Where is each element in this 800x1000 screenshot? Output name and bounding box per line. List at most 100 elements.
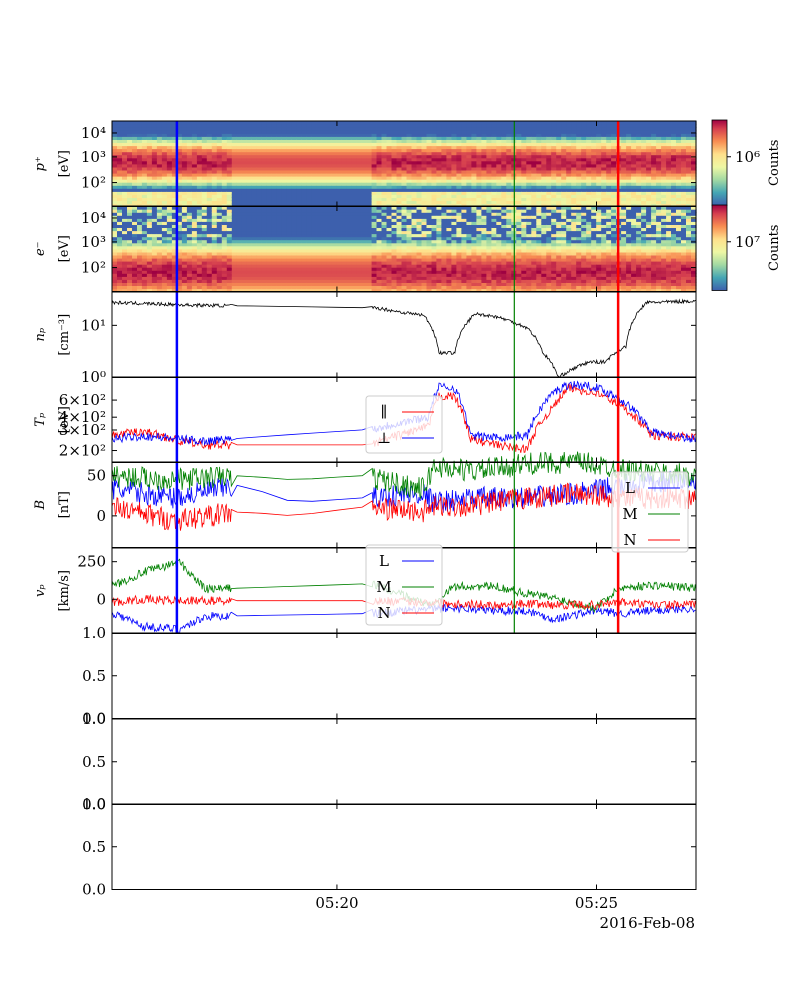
proton_spectrogram-cell	[371, 194, 378, 198]
proton_spectrogram-cell	[506, 139, 512, 143]
electron_spectrogram-cell	[151, 279, 158, 283]
proton_spectrogram-cell	[181, 176, 188, 180]
proton_spectrogram-cell	[656, 163, 662, 168]
proton_spectrogram-cell	[151, 172, 158, 177]
electron_spectrogram-cell	[196, 230, 203, 235]
proton_spectrogram-cell	[436, 121, 442, 125]
proton_spectrogram-cell	[241, 185, 248, 189]
proton_spectrogram-cell	[391, 157, 398, 162]
electron_spectrogram-cell	[156, 261, 163, 265]
proton_spectrogram-cell	[521, 139, 527, 143]
proton_spectrogram-cell	[141, 139, 148, 143]
proton_spectrogram-cell	[586, 166, 592, 171]
proton_spectrogram-cell	[376, 160, 383, 165]
proton_spectrogram-cell	[481, 194, 487, 198]
proton_spectrogram-cell	[486, 194, 492, 198]
proton_spectrogram-cell	[251, 151, 258, 156]
proton_spectrogram-cell	[641, 182, 647, 186]
proton_spectrogram-cell	[161, 172, 168, 177]
proton_spectrogram-cell	[311, 176, 318, 180]
proton_spectrogram-cell	[266, 194, 273, 198]
proton_spectrogram-cell	[421, 136, 428, 140]
proton_spectrogram-cell	[426, 136, 433, 140]
proton_spectrogram-cell	[311, 188, 318, 192]
proton_spectrogram-cell	[496, 133, 502, 137]
electron_spectrogram-cell	[271, 261, 278, 265]
proton_spectrogram-cell	[381, 157, 388, 162]
proton_spectrogram-cell	[286, 142, 293, 147]
proton_spectrogram-cell	[431, 163, 438, 168]
proton_spectrogram-cell	[137, 203, 143, 208]
electron_spectrogram-cell	[336, 230, 343, 235]
proton_spectrogram-cell	[112, 148, 118, 153]
proton_spectrogram-cell	[311, 160, 318, 165]
electron_spectrogram-cell	[321, 224, 328, 228]
electron_spectrogram-cell	[221, 254, 228, 259]
electron_spectrogram-cell	[231, 285, 238, 290]
electron_spectrogram-cell	[316, 206, 323, 210]
proton_spectrogram-cell	[541, 127, 547, 131]
proton_spectrogram-cell	[471, 148, 477, 153]
proton_spectrogram-cell	[521, 194, 527, 198]
electron_spectrogram-cell	[171, 267, 178, 271]
electron_spectrogram-cell	[181, 288, 188, 293]
electron_spectrogram-cell	[306, 221, 313, 225]
proton_spectrogram-cell	[141, 172, 148, 177]
proton_spectrogram-cell	[586, 130, 592, 134]
proton_spectrogram-cell	[676, 188, 682, 192]
electron_spectrogram-cell	[381, 279, 388, 283]
electron_spectrogram-cell	[231, 282, 238, 286]
proton_spectrogram-cell	[686, 160, 692, 165]
electron_spectrogram-cell	[406, 261, 413, 265]
electron_spectrogram-cell	[266, 215, 273, 219]
proton_spectrogram-cell	[306, 124, 313, 128]
electron_spectrogram-cell	[356, 282, 363, 286]
proton_spectrogram-cell	[626, 151, 632, 156]
proton_spectrogram-cell	[221, 163, 228, 168]
proton_spectrogram-cell	[626, 154, 632, 159]
proton_spectrogram-cell	[281, 121, 288, 125]
proton_spectrogram-cell	[132, 191, 138, 195]
proton_spectrogram-cell	[611, 166, 617, 171]
proton_spectrogram-cell	[251, 136, 258, 140]
proton_spectrogram-cell	[196, 127, 203, 131]
proton_spectrogram-cell	[261, 160, 268, 165]
proton_spectrogram-cell	[601, 127, 607, 131]
electron_spectrogram-cell	[326, 248, 333, 253]
proton_spectrogram-cell	[531, 203, 537, 208]
proton_spectrogram-cell	[441, 151, 447, 156]
proton_spectrogram-cell	[336, 130, 343, 134]
proton_spectrogram-cell	[421, 154, 428, 159]
proton_spectrogram-cell	[231, 169, 238, 174]
electron_spectrogram-cell	[256, 233, 263, 238]
proton_spectrogram-cell	[671, 136, 677, 140]
proton_spectrogram-cell	[341, 200, 348, 205]
proton_spectrogram-cell	[117, 188, 123, 192]
proton_spectrogram-cell	[236, 163, 243, 168]
electron_spectrogram-cell	[366, 221, 373, 225]
proton_spectrogram-cell	[341, 151, 348, 156]
proton_spectrogram-cell	[461, 182, 467, 186]
proton_spectrogram-cell	[141, 121, 148, 125]
proton_spectrogram-cell	[586, 163, 592, 168]
electron_spectrogram-cell	[376, 264, 383, 268]
electron_spectrogram-cell	[391, 230, 398, 235]
electron_spectrogram-cell	[171, 206, 178, 210]
proton_spectrogram-cell	[286, 169, 293, 174]
electron_spectrogram-cell	[241, 233, 248, 238]
proton_spectrogram-cell	[391, 121, 398, 125]
electron_spectrogram-cell	[216, 245, 223, 250]
proton_spectrogram-cell	[181, 191, 188, 195]
electron_spectrogram-cell	[127, 212, 133, 216]
proton_spectrogram-cell	[256, 151, 263, 156]
proton_spectrogram-cell	[341, 163, 348, 168]
electron_spectrogram-cell	[191, 242, 198, 247]
proton_spectrogram-cell	[376, 127, 383, 131]
proton_spectrogram-cell	[146, 124, 153, 128]
proton_spectrogram-cell	[112, 136, 118, 140]
proton_spectrogram-cell	[251, 130, 258, 134]
electron_spectrogram-cell	[351, 236, 358, 241]
electron_spectrogram-cell	[141, 242, 148, 247]
electron_spectrogram-cell	[201, 282, 208, 286]
proton_spectrogram-cell	[361, 145, 368, 150]
